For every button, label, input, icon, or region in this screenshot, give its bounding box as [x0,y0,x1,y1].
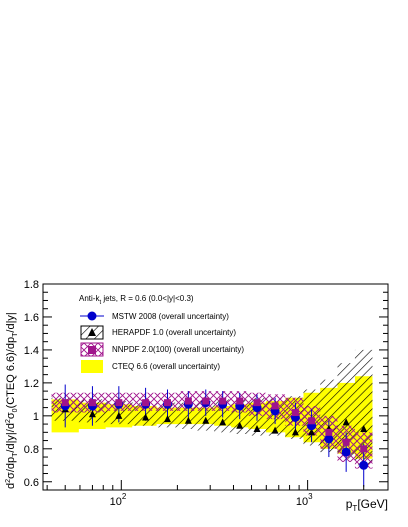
chart-annotation: Anti-kt jets, R = 0.6 (0.0<|y|<0.3) [79,294,194,306]
herapdf-point [219,418,227,426]
nnpdf-point [184,397,192,405]
nnpdf-point [291,409,299,417]
legend-mstw-label: MSTW 2008 (overall uncertainty) [112,312,229,321]
nnpdf-point [342,438,350,446]
herapdf-point [236,421,244,429]
mstw-point [341,447,351,457]
nnpdf-point [115,399,123,407]
herapdf-point [202,416,210,424]
nnpdf-point [308,417,316,425]
herapdf-point [360,425,368,433]
plot-frame [42,283,389,491]
legend-entry-cteq: CTEQ 6.6 (overall uncertainty) [81,360,220,373]
x-tick-label: 103 [296,492,313,508]
nnpdf-point [271,402,279,410]
y-tick-label: 1.6 [24,312,39,324]
legend-nnpdf-label: NNPDF 2.0(100) (overall uncertainty) [112,345,244,354]
nnpdf-point [142,399,150,407]
legend-cteq-label: CTEQ 6.6 (overall uncertainty) [112,362,220,371]
y-tick-label: 0.6 [24,477,39,489]
nnpdf-point [325,428,333,436]
mstw-point [359,460,369,470]
nnpdf-point [61,399,69,407]
nnpdf-point [360,445,368,453]
herapdf-point [253,425,261,433]
nnpdf-point [164,399,172,407]
x-tick-label: 102 [110,492,127,508]
legend-entry-mstw: MSTW 2008 (overall uncertainty) [80,311,229,321]
y-tick-label: 1.2 [24,378,39,390]
herapdf-point [88,410,96,418]
nnpdf-point [253,399,261,407]
legend-nnpdf-marker [88,346,96,354]
herapdf-point [291,428,299,436]
nnpdf-point [236,397,244,405]
y-tick-label: 0.8 [24,444,39,456]
herapdf-point [308,428,316,436]
legend-mstw-marker [87,311,97,321]
herapdf-point [271,426,279,434]
y-axis-label: d2σ/dpT/d|y|/d2σ0(CTEQ 6.6)/dpT/d|y| [5,312,19,489]
nnpdf-point [202,397,210,405]
legend-entry-herapdf: HERAPDF 1.0 (overall uncertainty) [80,325,236,340]
nnpdf-point [219,397,227,405]
nnpdf-point [88,399,96,407]
y-tick-label: 1.4 [24,345,39,357]
mstw-point [324,434,334,444]
herapdf-point [115,411,123,419]
legend-herapdf-marker [88,328,96,336]
legend-entry-nnpdf: NNPDF 2.0(100) (overall uncertainty) [80,342,244,357]
herapdf-point [142,413,150,421]
y-tick-label: 1.8 [24,279,39,291]
herapdf-point [184,416,192,424]
legend: MSTW 2008 (overall uncertainty) HERAPDF … [80,311,244,373]
x-axis-label: pT[GeV] [346,497,388,513]
legend-herapdf-label: HERAPDF 1.0 (overall uncertainty) [112,328,236,337]
herapdf-point [164,415,172,423]
herapdf-point [342,418,350,426]
y-tick-label: 1 [33,411,39,423]
legend-cteq-swatch [81,360,103,373]
